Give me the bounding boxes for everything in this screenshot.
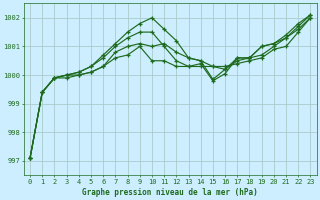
X-axis label: Graphe pression niveau de la mer (hPa): Graphe pression niveau de la mer (hPa) bbox=[82, 188, 258, 197]
